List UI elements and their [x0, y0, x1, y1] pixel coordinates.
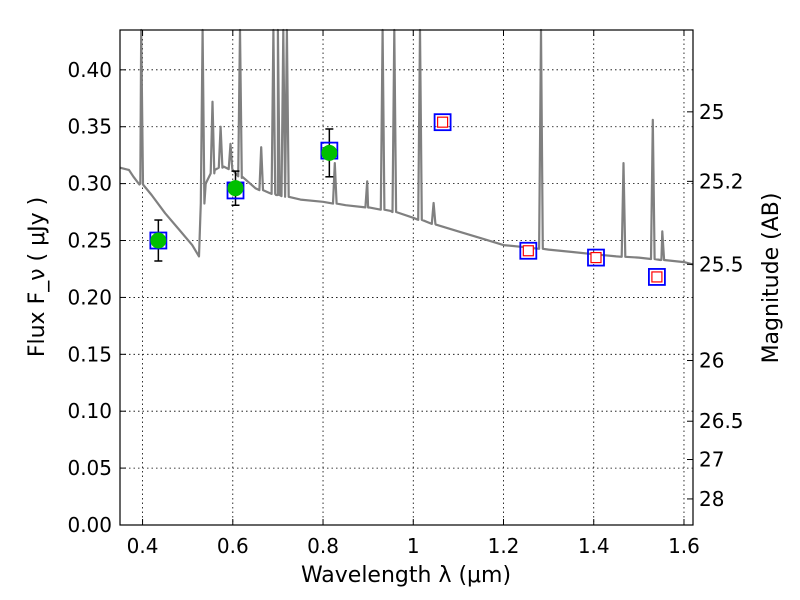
- y-tick-label: 0.25: [67, 229, 112, 253]
- spectrum-line: [119, 28, 694, 266]
- mag-tick-label: 28: [699, 487, 724, 511]
- model-square-marker: [587, 248, 605, 267]
- x-tick-label: 1: [407, 534, 420, 558]
- mag-tick-label: 25.2: [699, 169, 744, 193]
- y-tick-label: 0.35: [67, 115, 112, 139]
- y-tick-label: 0.10: [67, 399, 112, 423]
- y-tick-label: 0.40: [67, 58, 112, 82]
- y-tick-label: 0.05: [67, 456, 112, 480]
- x-tick-label: 0.4: [127, 534, 159, 558]
- x-axis-title: Wavelength λ (μm): [301, 563, 511, 588]
- x-tick-label: 0.6: [217, 534, 249, 558]
- plot-frame: [119, 29, 694, 526]
- model-square-marker: [433, 113, 452, 132]
- x-axis: 0.4 0.6 0.8 1 1.2 1.4 1.6: [127, 30, 700, 558]
- predicted-square-marker: [436, 116, 449, 128]
- y-tick-label: 0.20: [67, 285, 112, 309]
- model-square-marker: [519, 241, 538, 260]
- mag-tick-label: 26.5: [699, 409, 744, 433]
- y-axis-title: Flux F_ν ( μJy ): [25, 197, 50, 357]
- x-tick-label: 0.8: [307, 534, 339, 558]
- model-spectrum: [119, 28, 694, 266]
- mag-tick-label: 27: [699, 448, 724, 472]
- observed-point: [321, 144, 338, 161]
- x-tick-label: 1.6: [668, 534, 700, 558]
- predicted-square-marker: [522, 245, 534, 257]
- model-square-marker: [648, 268, 666, 286]
- observed-point: [227, 180, 244, 197]
- mag-tick-label: 25: [699, 100, 724, 124]
- y-axis: 0.00 0.05 0.10 0.15 0.20 0.25 0.30 0.35 0.40: [67, 58, 126, 537]
- predicted-square-marker: [590, 251, 602, 264]
- x-tick-label: 1.4: [578, 534, 610, 558]
- y-tick-label: 0.15: [67, 342, 112, 366]
- y-tick-label: 0.00: [67, 513, 112, 537]
- magnitude-axis: 25 25.2 25.5 26 26.5 27 28: [687, 100, 744, 511]
- y2-axis-title: Magnitude (AB): [759, 193, 784, 364]
- data-points: [149, 113, 666, 286]
- mag-tick-label: 25.5: [699, 252, 744, 276]
- predicted-square-marker: [651, 271, 663, 283]
- grid-lines: [120, 30, 693, 526]
- x-tick-label: 1.2: [488, 534, 520, 558]
- mag-tick-label: 26: [699, 349, 724, 373]
- observed-point: [150, 232, 167, 249]
- y-tick-label: 0.30: [67, 172, 112, 196]
